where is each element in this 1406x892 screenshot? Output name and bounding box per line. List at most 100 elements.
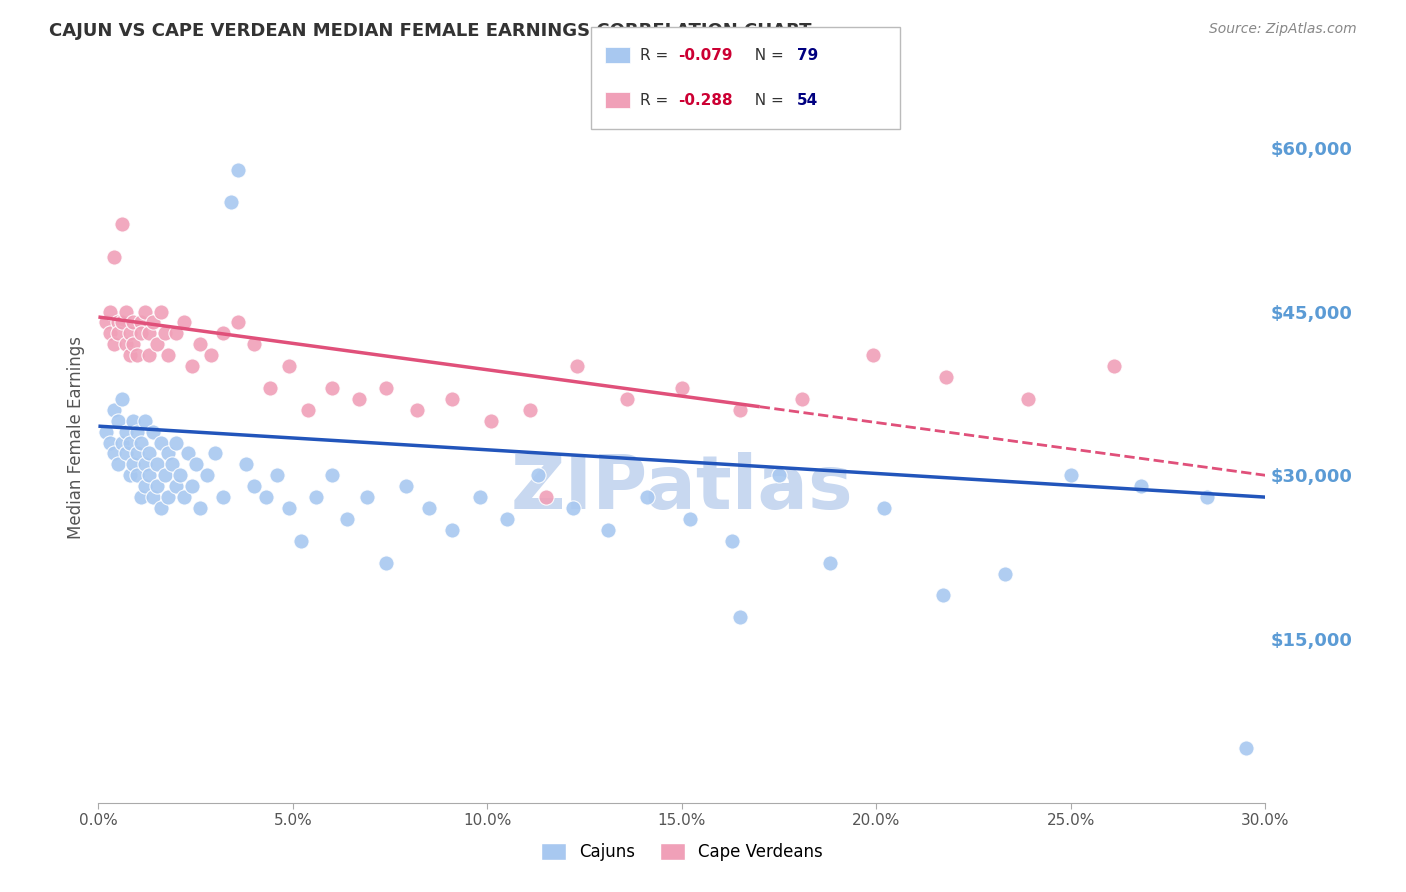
- Point: [118, 435, 141, 450]
- Point: [114, 425, 136, 439]
- Point: [107, 414, 129, 428]
- Point: [138, 348, 160, 362]
- Point: [479, 414, 502, 428]
- Point: [212, 326, 235, 341]
- Point: [146, 337, 169, 351]
- Text: R =: R =: [640, 93, 673, 108]
- Point: [165, 326, 187, 341]
- Point: [157, 446, 180, 460]
- Point: [107, 326, 129, 341]
- Point: [127, 446, 149, 460]
- Point: [818, 556, 841, 570]
- Point: [129, 490, 152, 504]
- Point: [103, 250, 125, 264]
- Point: [129, 435, 152, 450]
- Point: [127, 468, 149, 483]
- Point: [347, 392, 370, 406]
- Point: [195, 468, 218, 483]
- Text: N =: N =: [745, 48, 789, 63]
- Point: [356, 490, 378, 504]
- Point: [98, 435, 121, 450]
- Point: [122, 337, 145, 351]
- Point: [305, 490, 328, 504]
- Point: [375, 381, 398, 395]
- Point: [994, 566, 1017, 581]
- Point: [118, 326, 141, 341]
- Point: [278, 501, 301, 516]
- Point: [129, 315, 152, 329]
- Point: [931, 588, 953, 602]
- Point: [297, 402, 319, 417]
- Point: [142, 490, 165, 504]
- Point: [375, 556, 398, 570]
- Point: [562, 501, 585, 516]
- Point: [792, 392, 814, 406]
- Point: [519, 402, 541, 417]
- Point: [212, 490, 235, 504]
- Point: [679, 512, 702, 526]
- Text: Source: ZipAtlas.com: Source: ZipAtlas.com: [1209, 22, 1357, 37]
- Point: [114, 304, 136, 318]
- Point: [243, 479, 266, 493]
- Y-axis label: Median Female Earnings: Median Female Earnings: [66, 335, 84, 539]
- Point: [235, 458, 257, 472]
- Point: [418, 501, 440, 516]
- Point: [134, 414, 156, 428]
- Text: ZIPatlas: ZIPatlas: [510, 451, 853, 524]
- Point: [254, 490, 277, 504]
- Point: [406, 402, 429, 417]
- Point: [127, 348, 149, 362]
- Point: [1129, 479, 1152, 493]
- Point: [103, 446, 125, 460]
- Point: [188, 501, 211, 516]
- Point: [173, 315, 195, 329]
- Point: [259, 381, 281, 395]
- Point: [441, 392, 464, 406]
- Point: [219, 195, 242, 210]
- Point: [149, 435, 172, 450]
- Point: [138, 326, 160, 341]
- Point: [188, 337, 211, 351]
- Point: [111, 435, 134, 450]
- Point: [278, 359, 301, 373]
- Point: [204, 446, 226, 460]
- Point: [873, 501, 896, 516]
- Text: 54: 54: [797, 93, 818, 108]
- Text: CAJUN VS CAPE VERDEAN MEDIAN FEMALE EARNINGS CORRELATION CHART: CAJUN VS CAPE VERDEAN MEDIAN FEMALE EARN…: [49, 22, 811, 40]
- Point: [107, 315, 129, 329]
- Point: [862, 348, 884, 362]
- Point: [730, 402, 752, 417]
- Point: [321, 468, 343, 483]
- Text: 79: 79: [797, 48, 818, 63]
- Point: [671, 381, 693, 395]
- Point: [527, 468, 550, 483]
- Point: [98, 304, 121, 318]
- Point: [200, 348, 222, 362]
- Point: [98, 326, 121, 341]
- Point: [127, 425, 149, 439]
- Legend: Cajuns, Cape Verdeans: Cajuns, Cape Verdeans: [534, 836, 830, 868]
- Point: [1060, 468, 1083, 483]
- Point: [243, 337, 266, 351]
- Point: [177, 446, 200, 460]
- Point: [114, 337, 136, 351]
- Point: [721, 533, 744, 548]
- Point: [122, 458, 145, 472]
- Point: [290, 533, 312, 548]
- Point: [596, 523, 619, 537]
- Point: [768, 468, 790, 483]
- Point: [468, 490, 491, 504]
- Point: [336, 512, 359, 526]
- Point: [935, 370, 957, 384]
- Point: [228, 315, 250, 329]
- Point: [138, 446, 160, 460]
- Point: [111, 392, 134, 406]
- Point: [118, 348, 141, 362]
- Point: [534, 490, 557, 504]
- Point: [441, 523, 464, 537]
- Point: [134, 304, 156, 318]
- Point: [134, 458, 156, 472]
- Point: [228, 162, 250, 177]
- Point: [138, 468, 160, 483]
- Point: [184, 458, 207, 472]
